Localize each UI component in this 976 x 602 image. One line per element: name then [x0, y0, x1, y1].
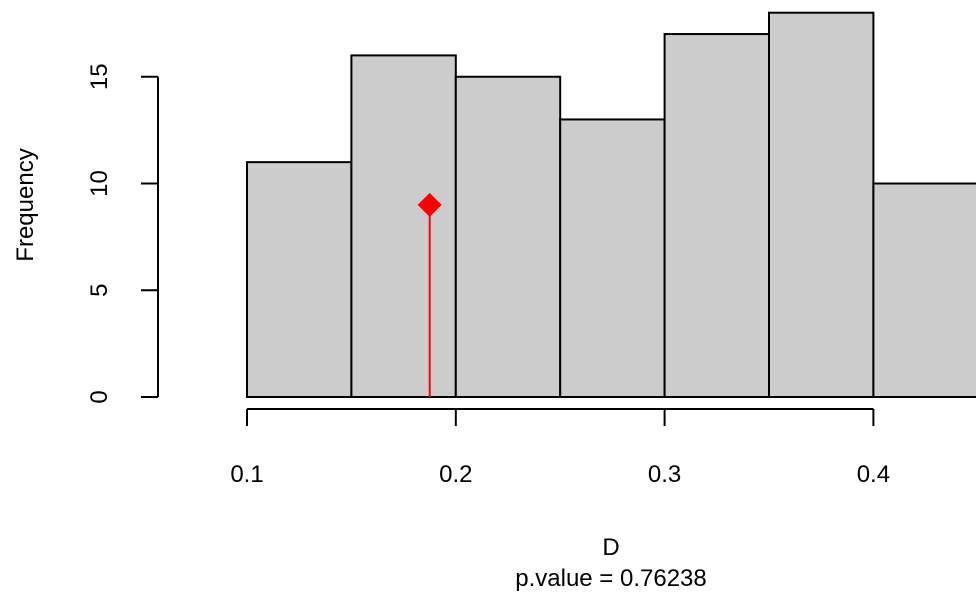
y-tick-label: 0	[86, 390, 113, 403]
x-tick-label: 0.4	[857, 461, 890, 488]
histogram-bar-5	[663, 33, 770, 399]
x-axis-label: D	[602, 534, 619, 561]
y-tick-label: 5	[86, 284, 113, 297]
x-tick-label: 0.1	[230, 461, 263, 488]
y-tick-label: 15	[86, 63, 113, 90]
histogram-bar-4	[559, 118, 666, 398]
histogram-bar-7	[872, 182, 976, 398]
histogram-bar-1	[246, 161, 353, 398]
p-value-subtitle: p.value = 0.76238	[515, 565, 707, 592]
y-tick-label: 10	[86, 170, 113, 197]
x-tick-label: 0.2	[439, 461, 472, 488]
histogram-bar-3	[454, 75, 562, 398]
histogram-bar-6	[768, 11, 875, 398]
x-axis: 0.1 0.2 0.3 0.4	[230, 408, 890, 488]
x-tick-label: 0.3	[648, 461, 681, 488]
observed-statistic-diamond	[417, 192, 442, 217]
histogram-bars	[246, 11, 976, 399]
histogram-bar-2	[350, 54, 457, 399]
observed-statistic-marker	[417, 192, 442, 397]
y-axis-label: Frequency	[12, 148, 39, 261]
y-axis: 0 5 10 15	[86, 63, 159, 404]
